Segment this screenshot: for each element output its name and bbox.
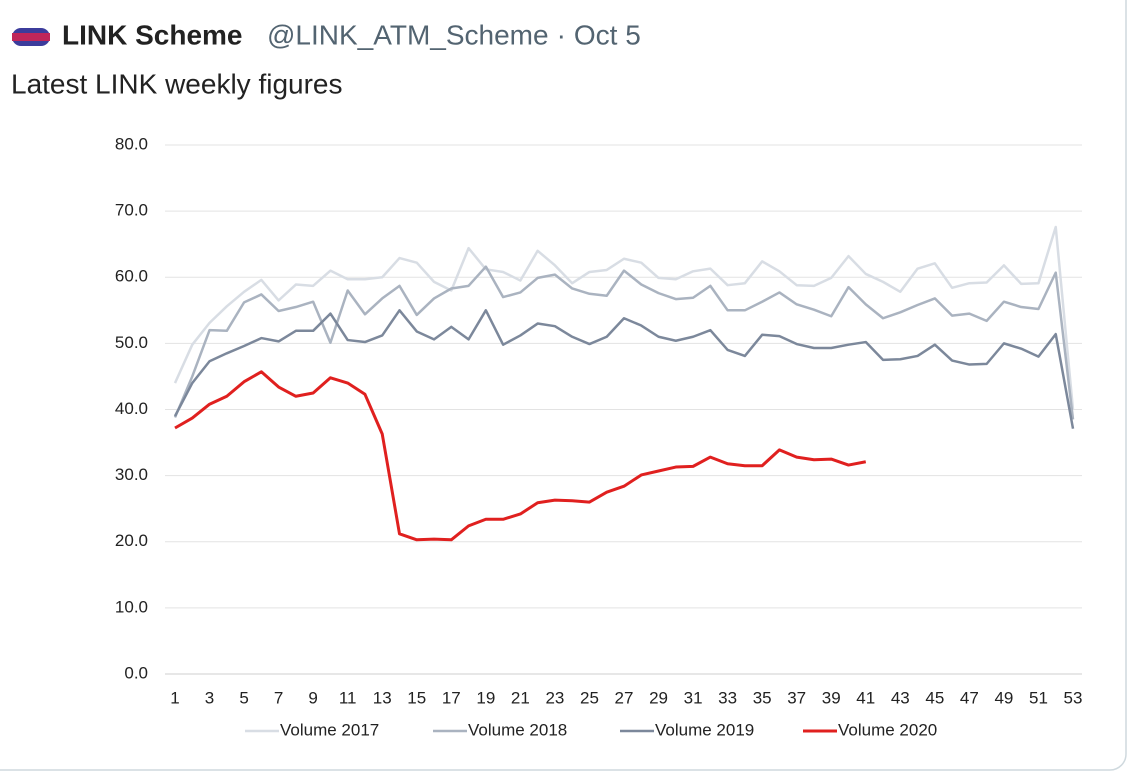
- x-tick-label: 35: [753, 688, 772, 707]
- x-tick-label: 1: [170, 688, 179, 707]
- x-tick-label: 49: [994, 688, 1013, 707]
- tweet-text: Latest LINK weekly figures: [11, 68, 343, 99]
- x-tick-label: 45: [925, 688, 944, 707]
- y-tick-label: 50.0: [115, 333, 148, 352]
- x-tick-label: 5: [239, 688, 248, 707]
- y-tick-label: 20.0: [115, 531, 148, 550]
- legend-label: Volume 2017: [280, 720, 379, 739]
- x-tick-label: 17: [442, 688, 461, 707]
- x-tick-label: 9: [308, 688, 317, 707]
- user-handle[interactable]: @LINK_ATM_Scheme: [267, 19, 549, 50]
- chart: 0.010.020.030.040.050.060.070.080.01 3 5 7 9…: [115, 134, 1083, 739]
- x-tick-label: 39: [822, 688, 841, 707]
- x-tick-label: 19: [476, 688, 495, 707]
- x-tick-label: 41: [856, 688, 875, 707]
- y-tick-label: 10.0: [115, 597, 148, 616]
- series-line: [174, 370, 867, 542]
- y-tick-label: 60.0: [115, 267, 148, 286]
- y-tick-label: 40.0: [115, 399, 148, 418]
- legend-label: Volume 2019: [655, 720, 754, 739]
- y-tick-label: 70.0: [115, 201, 148, 220]
- x-tick-label: 51: [1029, 688, 1048, 707]
- x-tick-label: 23: [545, 688, 564, 707]
- x-tick-label: 31: [684, 688, 703, 707]
- x-tick-label: 11: [339, 688, 357, 707]
- separator: ·: [557, 19, 566, 50]
- y-tick-label: 0.0: [124, 663, 148, 682]
- x-tick-label: 53: [1064, 688, 1083, 707]
- x-tick-label: 43: [891, 688, 910, 707]
- x-tick-label: 47: [960, 688, 979, 707]
- x-tick-label: 33: [718, 688, 737, 707]
- x-tick-label: 27: [615, 688, 634, 707]
- tweet-date[interactable]: Oct 5: [574, 19, 641, 50]
- avatar[interactable]: [12, 28, 50, 46]
- x-tick-label: 25: [580, 688, 599, 707]
- x-tick-label: 15: [407, 688, 426, 707]
- series-line: [173, 265, 1075, 420]
- x-tick-label: 21: [511, 688, 530, 707]
- legend-label: Volume 2020: [838, 720, 937, 739]
- y-tick-label: 80.0: [115, 134, 148, 153]
- series-line: [173, 225, 1075, 410]
- x-tick-label: 7: [274, 688, 283, 707]
- y-tick-label: 30.0: [115, 465, 148, 484]
- x-tick-label: 3: [205, 688, 214, 707]
- avatar-stripe: [12, 33, 50, 41]
- x-tick-label: 29: [649, 688, 668, 707]
- user-name[interactable]: LINK Scheme: [62, 19, 243, 50]
- legend-label: Volume 2018: [468, 720, 567, 739]
- series-line: [173, 309, 1075, 429]
- x-tick-label: 37: [787, 688, 806, 707]
- x-tick-label: 13: [373, 688, 392, 707]
